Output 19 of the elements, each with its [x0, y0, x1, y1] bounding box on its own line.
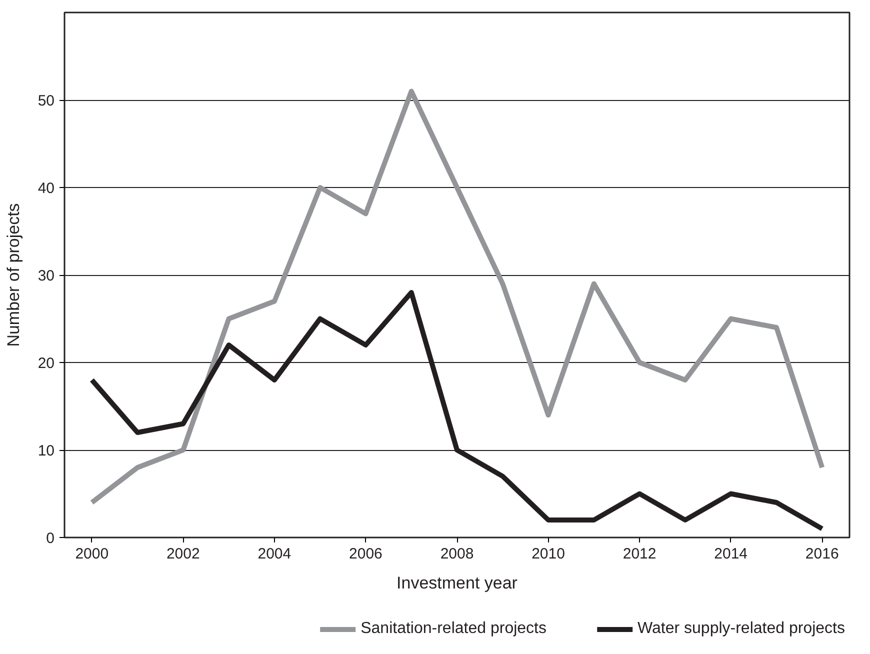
y-tick-label: 0 — [46, 530, 54, 547]
x-tick-label: 2000 — [75, 546, 109, 562]
x-tick-label: 2002 — [166, 546, 200, 562]
x-tick-label: 2004 — [258, 546, 292, 562]
y-axis-title: Number of projects — [4, 203, 23, 347]
x-tick-label: 2016 — [805, 546, 839, 562]
x-tick-label: 2012 — [622, 546, 656, 562]
x-tick-label: 2014 — [714, 546, 748, 562]
y-tick-label: 40 — [38, 180, 55, 197]
y-tick-label: 20 — [38, 355, 55, 372]
x-tick-label: 2006 — [349, 546, 382, 562]
y-tick-label: 50 — [38, 92, 55, 110]
legend-label: Water supply-related projects — [638, 620, 845, 638]
legend-label: Sanitation-related projects — [360, 620, 546, 638]
x-tick-label: 2008 — [440, 546, 474, 562]
x-tick-label: 2010 — [532, 546, 565, 562]
y-tick-label: 30 — [38, 268, 55, 284]
x-axis-title: Investment year — [396, 574, 518, 592]
y-tick-label: 10 — [38, 442, 55, 460]
